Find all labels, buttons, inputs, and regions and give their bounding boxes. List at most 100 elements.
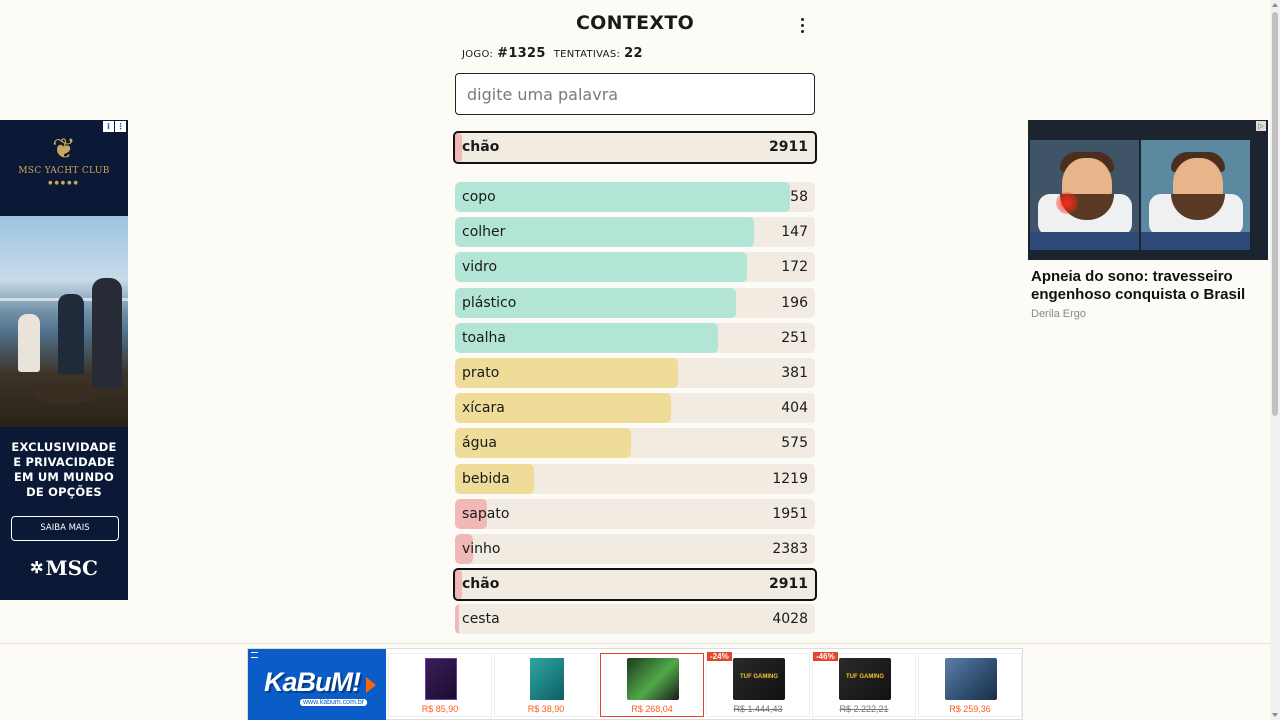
guess-rank: 2911 [769, 139, 808, 155]
product-image [733, 658, 785, 700]
product-price: R$ 268,04 [631, 704, 673, 714]
guess-row: toalha 251 [455, 322, 815, 353]
guess-rank: 4028 [772, 611, 808, 628]
ad-bottom-kabum[interactable]: KaBuM! www.kabum.com.br R$ 85,90 R$ 38,90… [247, 648, 1023, 720]
product-card[interactable]: R$ 38,90 [494, 653, 598, 717]
product-price: R$ 259,36 [949, 704, 991, 714]
game-column: CONTEXTO JOGO: #1325 TENTATIVAS: 22 chão… [452, 0, 818, 635]
guess-row: cesta 4028 [455, 604, 815, 635]
product-image [839, 658, 891, 700]
guess-rank: 1219 [772, 470, 808, 487]
guess-bar [455, 570, 463, 600]
attempts-count: 22 [624, 46, 643, 61]
product-image [945, 658, 997, 700]
guess-word: xícara [462, 400, 505, 417]
stars-decoration: ●●●●● [48, 180, 80, 186]
msc-logo-text: MSC [45, 556, 98, 580]
product-card[interactable]: -46% R$ 2.222,21 [812, 652, 916, 717]
msc-logo: ✲ MSC [0, 556, 128, 580]
guess-word: chão [462, 139, 500, 155]
guess-row: água 575 [455, 428, 815, 459]
guess-row: vinho 2383 [455, 534, 815, 564]
guess-rank: 147 [781, 224, 808, 241]
scroll-down-icon[interactable] [1272, 713, 1278, 717]
guess-word: toalha [462, 329, 506, 346]
scroll-up-icon[interactable] [1272, 3, 1278, 7]
guess-bar [455, 182, 790, 212]
header: CONTEXTO [452, 0, 818, 50]
product-card[interactable]: -24% R$ 1.444,43 [706, 652, 810, 717]
guess-bar [455, 322, 718, 353]
game-meta: JOGO: #1325 TENTATIVAS: 22 [462, 46, 647, 61]
kabum-site: www.kabum.com.br [300, 699, 368, 706]
guess-bar [455, 428, 632, 459]
game-number: #1325 [497, 46, 546, 61]
ad-illustration [1028, 120, 1268, 260]
guess-word: chão [462, 576, 500, 593]
guess-row: sapato 1951 [455, 498, 815, 529]
product-image [425, 658, 457, 700]
ad-cta-button[interactable]: SAIBA MAIS [11, 516, 119, 541]
guess-row: copo 58 [455, 182, 815, 212]
guess-row: plástico 196 [455, 287, 815, 318]
product-price: R$ 38,90 [527, 704, 565, 714]
ad-choices-icon[interactable]: ▷ [1256, 121, 1266, 131]
product-image [627, 658, 679, 700]
guess-bar [455, 287, 736, 318]
lotus-icon: ❦ [52, 132, 76, 165]
guess-word: vidro [462, 259, 498, 276]
guess-bar [455, 393, 671, 424]
product-card[interactable]: R$ 85,90 [388, 653, 492, 717]
ad-copy-line: EM UM MUNDO [13, 470, 115, 484]
discount-badge: -46% [813, 652, 838, 661]
discount-badge: -24% [707, 652, 732, 661]
scrollbar[interactable] [1270, 0, 1280, 720]
guess-rank: 2383 [772, 541, 808, 557]
ad-choices-icons[interactable]: i ⋮ [103, 121, 126, 132]
guess-rank: 381 [781, 365, 808, 381]
guess-word: bebida [462, 470, 510, 487]
more-icon[interactable]: ⋮ [115, 121, 126, 132]
guess-rank: 251 [781, 329, 808, 346]
yacht-club-logo: ❦ MSC YACHT CLUB ●●●●● [0, 132, 128, 187]
ad-copy-line: E PRIVACIDADE [13, 455, 115, 469]
attempts-label: TENTATIVAS: [553, 49, 621, 60]
guess-bar [455, 604, 459, 635]
product-price: R$ 85,90 [421, 704, 459, 714]
guess-word: prato [462, 365, 500, 381]
msc-emblem-icon: ✲ [30, 558, 44, 577]
ad-left-msc[interactable]: i ⋮ ❦ MSC YACHT CLUB ●●●●● EXCLUSIVIDADE… [0, 120, 128, 600]
guess-bar [455, 252, 747, 283]
guess-word: água [462, 435, 497, 452]
ad-photo [0, 216, 128, 427]
guess-word: colher [462, 224, 506, 241]
guess-rank: 58 [790, 189, 808, 205]
ad-copy-line: DE OPÇÕES [26, 485, 102, 499]
last-guess-row: chão 2911 [453, 131, 817, 164]
scrollbar-thumb[interactable] [1272, 12, 1278, 416]
menu-icon[interactable] [251, 652, 258, 658]
product-card[interactable]: R$ 268,04 [600, 653, 704, 717]
arrow-icon [366, 677, 376, 693]
guess-input[interactable] [455, 73, 815, 115]
info-icon[interactable]: i [103, 121, 114, 132]
ad-source: Derila Ergo [1031, 308, 1087, 320]
game-label: JOGO: [462, 49, 494, 60]
ad-copy-line: EXCLUSIVIDADE [11, 440, 117, 454]
product-image [530, 658, 564, 700]
guess-rank: 404 [781, 400, 808, 417]
guess-bar [455, 217, 754, 248]
product-card[interactable]: R$ 259,36 [918, 653, 1022, 717]
guess-bar [455, 498, 488, 529]
ad-headline[interactable]: Apneia do sono: travesseiro engenhoso co… [1031, 268, 1246, 303]
guess-row: prato 381 [455, 358, 815, 388]
guess-rank: 1951 [772, 505, 808, 522]
yacht-club-brand: MSC YACHT CLUB [18, 166, 110, 176]
ad-copy: EXCLUSIVIDADE E PRIVACIDADE EM UM MUNDO … [0, 440, 128, 500]
kabum-logo[interactable]: KaBuM! www.kabum.com.br [248, 649, 386, 720]
ad-right-derila[interactable]: ▷ Apneia do sono: travesseiro engenhoso … [1028, 120, 1268, 324]
kebab-menu-icon[interactable] [794, 14, 810, 36]
product-price: R$ 2.222,21 [839, 704, 889, 714]
guess-word: copo [462, 189, 496, 205]
kabum-brand: KaBuM! [264, 667, 361, 697]
